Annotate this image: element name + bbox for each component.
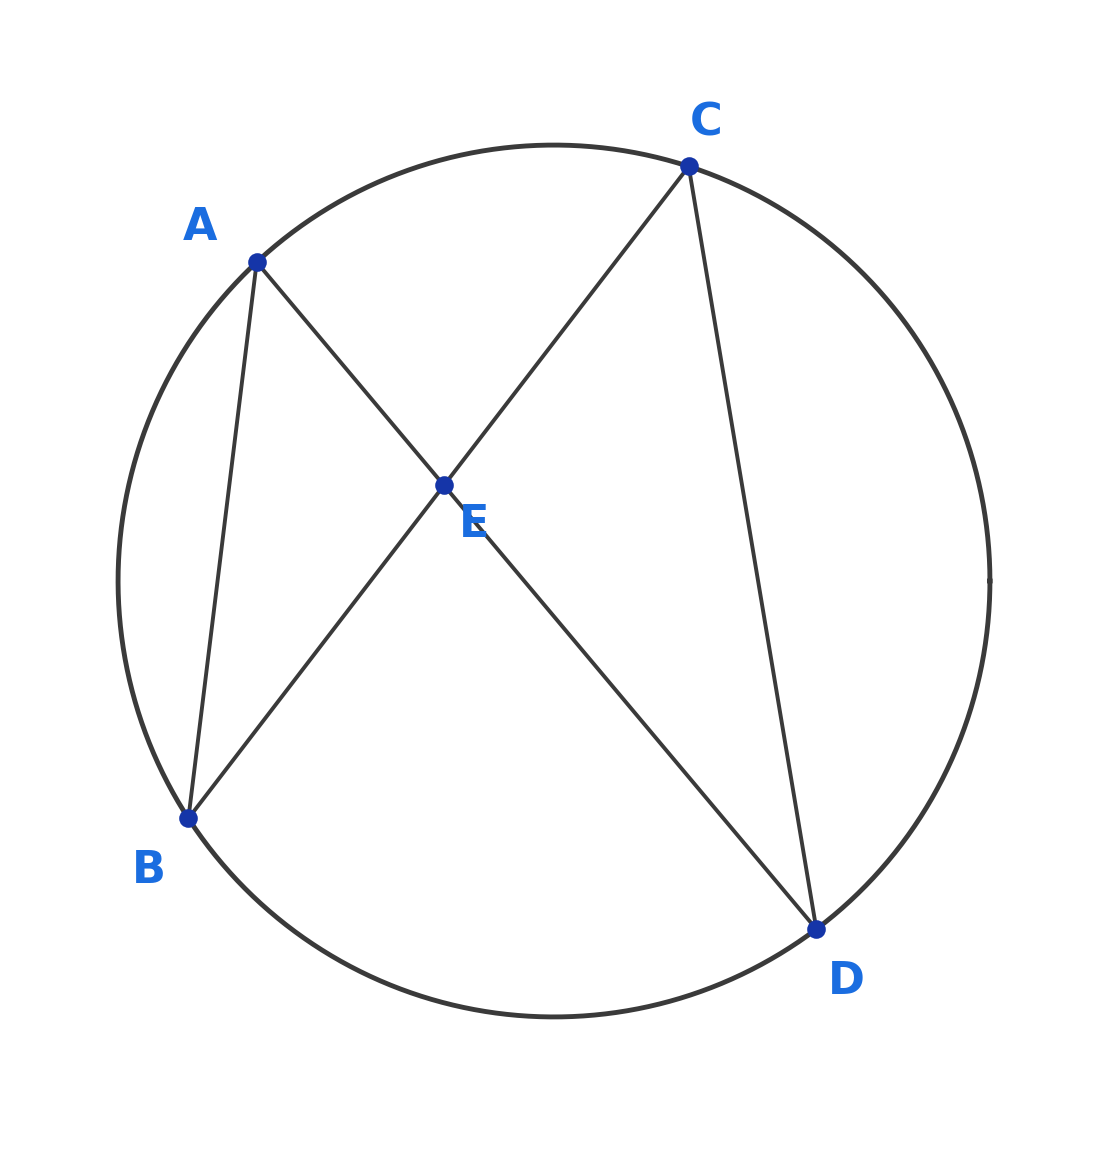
Point xyxy=(435,476,453,495)
Point xyxy=(248,253,266,272)
Point xyxy=(680,157,698,175)
Text: C: C xyxy=(690,101,722,144)
Text: D: D xyxy=(829,960,865,1003)
Point xyxy=(179,809,197,827)
Text: A: A xyxy=(183,206,217,249)
Text: E: E xyxy=(459,503,490,546)
Text: B: B xyxy=(132,849,166,892)
Point xyxy=(808,920,825,939)
